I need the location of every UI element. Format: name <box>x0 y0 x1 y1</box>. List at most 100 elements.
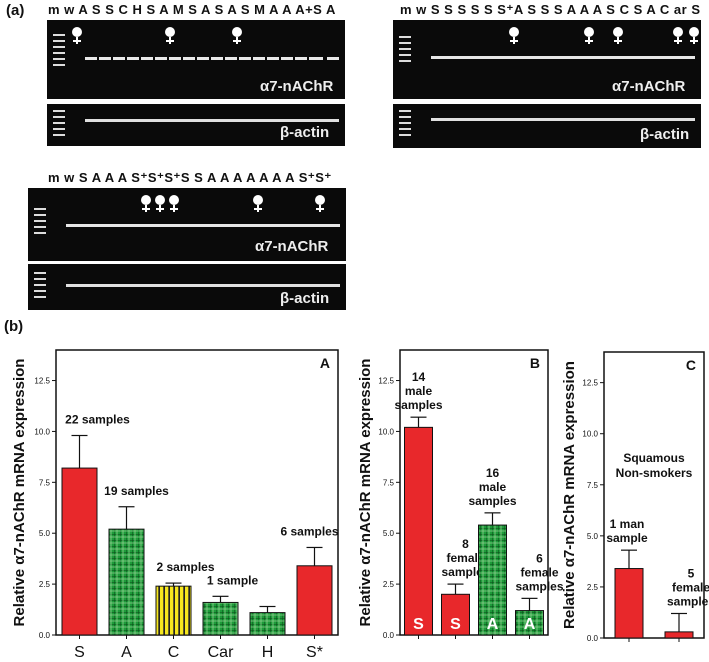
chart-a: 0.0 2.5 5.0 7.5 10.0 12.5 Relative α7-nAChR mR… <box>11 349 339 661</box>
bar-inner-label: S <box>450 616 461 633</box>
x-tick-label: H <box>262 644 274 661</box>
plot-frame <box>55 349 339 636</box>
bar-inner-label: S <box>413 616 424 633</box>
bar-inner-label: A <box>524 616 536 633</box>
gel1-blot-svg <box>53 27 339 66</box>
bar <box>515 610 544 636</box>
panel-letter: B <box>530 355 540 371</box>
y-axis-label: Relative α7-nAChR mRNA expression <box>561 361 578 629</box>
bar-annotation: samples <box>468 494 516 508</box>
bar <box>61 467 98 636</box>
y-tick-label: 0.0 <box>39 631 51 640</box>
chart-note: Squamous <box>623 451 685 465</box>
female-icon <box>141 195 325 212</box>
gel3-actin-label: β-actin <box>280 290 330 307</box>
chart-b: 0.0 2.5 5.0 7.5 10.0 12.5 Relative α7-nAChR mR… <box>357 349 564 640</box>
gel3-actin-svg <box>34 272 340 298</box>
y-tick-label: 12.5 <box>582 379 598 388</box>
y-tick-label: 5.0 <box>587 532 599 541</box>
gel2-alpha7-label: α7-nAChR <box>612 78 686 95</box>
gel3-alpha7-label: α7-nAChR <box>255 238 329 255</box>
plot-frame <box>399 349 549 636</box>
y-axis-label: Relative α7-nAChR mRNA expression <box>357 359 374 627</box>
y-tick-label: 7.5 <box>587 481 599 490</box>
bar-annotation: male <box>405 384 433 398</box>
y-tick-label: 7.5 <box>39 478 51 487</box>
y-tick-label: 10.0 <box>34 427 50 436</box>
bar-annotation: 14 <box>412 370 426 384</box>
gel2-actin-svg <box>399 110 695 136</box>
bar-annotation: 2 samples <box>156 560 214 574</box>
bar <box>155 585 192 636</box>
gel1-lane-labels: m w A S S C H S A M S A S A S M A A A+S … <box>48 2 336 17</box>
panel-letter: C <box>686 357 696 373</box>
y-tick-label: 2.5 <box>383 580 395 589</box>
y-tick-label: 12.5 <box>378 377 394 386</box>
bar <box>664 631 694 639</box>
bar-annotation: samples <box>667 594 709 608</box>
bar-annotation: 6 <box>536 551 543 565</box>
bar-inner-label: A <box>487 616 499 633</box>
gel3-alpha7-blot <box>28 188 346 261</box>
gel2-lane-labels: m w S S S S S S⁺A S S S A A A S C S A C … <box>400 2 701 17</box>
gel1-actin-svg <box>53 110 339 136</box>
gel2-actin-label: β-actin <box>640 126 690 143</box>
gel2-alpha7-blot <box>393 20 701 99</box>
gel1-alpha7-label: α7-nAChR <box>260 78 334 95</box>
x-tick-label: S <box>74 644 85 661</box>
bar <box>404 426 433 636</box>
y-tick-label: 5.0 <box>39 529 51 538</box>
x-tick-label: A <box>121 644 132 661</box>
gel3-actin-blot <box>28 264 346 310</box>
bar <box>296 565 333 636</box>
gel1-alpha7-blot <box>47 20 345 99</box>
bar-annotation: female <box>672 580 709 594</box>
x-tick-label: C <box>168 644 180 661</box>
female-icon <box>509 27 699 44</box>
bar-annotation: sample <box>606 531 648 545</box>
x-tick-label: S* <box>306 644 323 661</box>
y-tick-label: 2.5 <box>39 580 51 589</box>
y-tick-label: 2.5 <box>587 583 599 592</box>
y-tick-label: 0.0 <box>383 631 395 640</box>
x-tick-label: Car <box>208 644 234 661</box>
y-tick-label: 12.5 <box>34 377 50 386</box>
chart-note: Non-smokers <box>616 466 693 480</box>
bar-annotation: male <box>479 480 507 494</box>
bar-annotation: 8 <box>462 537 469 551</box>
y-tick-label: 10.0 <box>582 430 598 439</box>
female-icon <box>72 27 242 44</box>
panel-label-b: (b) <box>4 318 24 335</box>
bar <box>478 524 507 636</box>
bar-annotation: 6 samples <box>280 524 338 538</box>
bar-annotation: samples <box>441 565 489 579</box>
y-tick-label: 10.0 <box>378 427 394 436</box>
chart-c: 0.0 2.5 5.0 7.5 10.0 12.5 Relative α7-nAChR mR… <box>561 351 709 643</box>
gel2-blot-svg <box>399 27 699 62</box>
bar-annotation: 1 sample <box>207 573 259 587</box>
bar-annotation: samples <box>515 579 563 593</box>
bar-annotation: female <box>520 565 558 579</box>
bar <box>441 593 470 636</box>
panel-b-charts: 0.0 2.5 5.0 7.5 10.0 12.5 Relative α7-nAChR mR… <box>11 349 709 661</box>
panel-label-a: (a) <box>6 2 25 19</box>
panel-letter: A <box>320 355 330 371</box>
y-tick-label: 5.0 <box>383 529 395 538</box>
y-tick-label: 0.0 <box>587 634 599 643</box>
gel1-actin-label: β-actin <box>280 124 330 141</box>
bar-annotation: 16 <box>486 466 500 480</box>
y-tick-label: 7.5 <box>383 478 395 487</box>
bar-annotation: 19 samples <box>104 484 169 498</box>
bar <box>249 612 286 636</box>
y-axis-label: Relative α7-nAChR mRNA expression <box>11 359 28 627</box>
bar <box>108 528 145 636</box>
bar-annotation: female <box>446 551 484 565</box>
plot-frame <box>603 351 705 639</box>
bar-annotation: 1 man <box>610 517 645 531</box>
bar <box>614 568 644 639</box>
bar-annotation: 22 samples <box>65 413 130 427</box>
gel3-lane-labels: m w S A A A S⁺S⁺S⁺S S A A A A A A A S⁺S⁺ <box>48 170 332 185</box>
gel1-actin-blot <box>47 104 345 146</box>
gel2-actin-blot <box>393 104 701 148</box>
bar <box>202 601 239 636</box>
